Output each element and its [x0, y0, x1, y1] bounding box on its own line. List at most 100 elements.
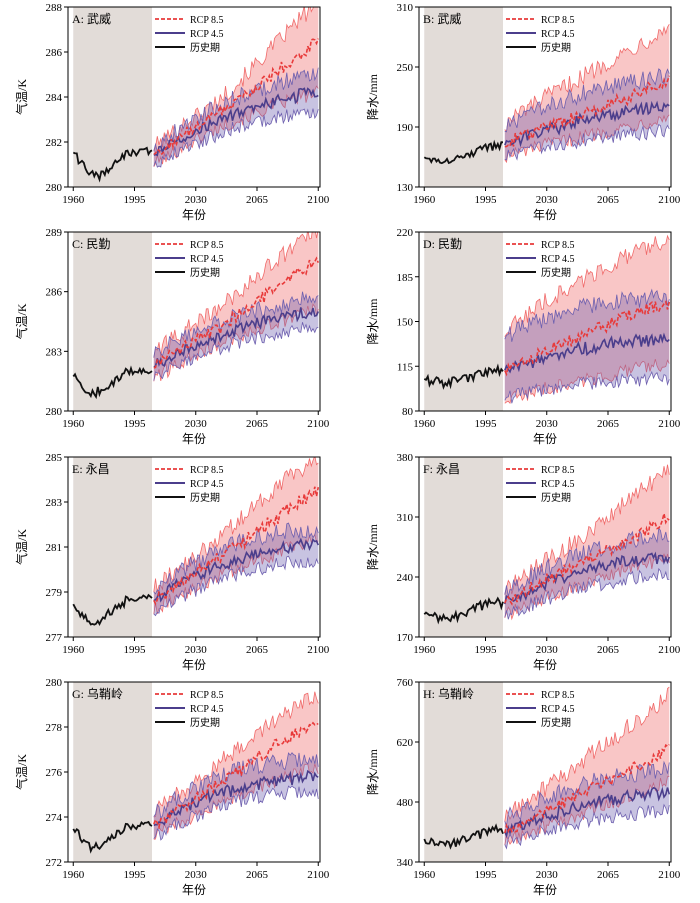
y-tick-label: 281 [46, 542, 63, 554]
legend-entry: RCP 8.5 [190, 465, 224, 476]
y-tick-label: 279 [46, 587, 63, 599]
x-tick-label: 1995 [475, 418, 498, 430]
legend-entry: 历史期 [190, 492, 220, 504]
y-axis-label: 气温/K [14, 754, 29, 790]
x-tick-label: 1960 [413, 869, 436, 881]
y-tick-label: 340 [397, 857, 414, 869]
panel-title: A: 武威 [72, 12, 111, 26]
legend-entry: 历史期 [190, 267, 220, 279]
x-tick-label: 2065 [597, 194, 620, 206]
y-tick-label: 150 [397, 317, 414, 329]
legend: RCP 8.5 RCP 4.5 历史期 [506, 15, 575, 54]
y-tick-label: 480 [397, 797, 414, 809]
legend-entry: 历史期 [190, 42, 220, 54]
historical-period-shading [424, 457, 503, 637]
y-tick-label: 274 [46, 812, 63, 824]
y-tick-label: 190 [397, 122, 414, 134]
x-axis-label: 年份 [533, 208, 557, 222]
y-axis-label: 降水/mm [366, 73, 380, 120]
x-tick-label: 2030 [185, 418, 208, 430]
legend-entry: RCP 8.5 [541, 240, 575, 251]
x-tick-label: 2065 [246, 418, 269, 430]
x-tick-label: 1995 [124, 644, 147, 656]
x-tick-label: 1960 [413, 194, 436, 206]
legend: RCP 8.5 RCP 4.5 历史期 [506, 690, 575, 729]
historical-period-shading [424, 232, 503, 411]
y-tick-label: 284 [46, 92, 63, 104]
chart-panel: 1960 1995 2030 2065 2100 170 240 310 380 年份 降水/mm F… [366, 452, 681, 672]
y-tick-label: 285 [46, 452, 63, 464]
x-tick-label: 1960 [62, 869, 85, 881]
x-axis-label: 年份 [533, 658, 557, 672]
x-tick-label: 2030 [185, 644, 208, 656]
y-tick-label: 240 [397, 572, 414, 584]
panel-title: F: 永昌 [423, 462, 460, 476]
y-tick-label: 286 [46, 47, 63, 59]
x-tick-label: 1960 [62, 194, 85, 206]
x-axis-label: 年份 [182, 208, 206, 222]
x-tick-label: 2100 [307, 869, 330, 881]
x-tick-label: 1995 [475, 194, 498, 206]
chart-panel: 1960 1995 2030 2065 2100277279281283285年份气温/… [14, 452, 330, 672]
x-tick-label: 1960 [413, 418, 436, 430]
figure: 1960 1995 2030 2065 2100280282284286288年份气温/… [0, 0, 700, 903]
panel-title: H: 乌鞘岭 [423, 686, 474, 701]
legend-entry: RCP 4.5 [541, 479, 575, 490]
y-tick-label: 286 [46, 287, 63, 299]
chart-panel: 1960 1995 2030 2065 2100130190250310年份降水/mmB… [366, 2, 681, 222]
x-tick-label: 1960 [62, 644, 85, 656]
y-tick-label: 283 [46, 346, 63, 358]
x-tick-label: 1995 [124, 869, 147, 881]
y-tick-label: 280 [46, 406, 63, 418]
x-tick-label: 2065 [597, 644, 620, 656]
y-axis-label: 降水/mm [366, 298, 380, 345]
legend-entry: RCP 4.5 [190, 29, 224, 40]
panel-title: B: 武威 [423, 12, 461, 26]
y-tick-label: 282 [46, 137, 63, 149]
x-tick-label: 1960 [413, 644, 436, 656]
y-tick-label: 170 [397, 632, 414, 644]
x-tick-label: 2030 [536, 418, 559, 430]
y-tick-label: 280 [46, 677, 63, 689]
x-tick-label: 2030 [185, 869, 208, 881]
x-tick-label: 2100 [307, 644, 330, 656]
legend: RCP 8.5 RCP 4.5 历史期 [155, 240, 224, 279]
y-tick-label: 278 [46, 722, 63, 734]
y-tick-label: 276 [46, 767, 63, 779]
x-tick-label: 2100 [658, 869, 681, 881]
x-tick-label: 2100 [658, 644, 681, 656]
x-tick-label: 2065 [597, 869, 620, 881]
legend-entry: RCP 8.5 [541, 465, 575, 476]
historical-period-shading [424, 682, 503, 862]
x-axis-label: 年份 [182, 658, 206, 672]
x-tick-label: 1995 [124, 418, 147, 430]
y-tick-label: 272 [46, 857, 63, 869]
y-tick-label: 289 [46, 227, 63, 239]
y-tick-label: 283 [46, 497, 63, 509]
y-tick-label: 380 [397, 452, 414, 464]
x-tick-label: 2030 [536, 194, 559, 206]
legend-entry: RCP 4.5 [190, 254, 224, 265]
chart-panel: 1960 1995 2030 2065 2100 340 480 620 760 年份 降水/mm H… [366, 677, 681, 897]
x-tick-label: 1995 [475, 869, 498, 881]
x-axis-label: 年份 [533, 883, 557, 897]
y-tick-label: 280 [46, 182, 63, 194]
y-tick-label: 277 [46, 632, 63, 644]
panel-title: D: 民勤 [423, 237, 462, 251]
x-tick-label: 2030 [185, 194, 208, 206]
legend-entry: RCP 8.5 [541, 15, 575, 26]
y-axis-label: 降水/mm [366, 748, 380, 795]
legend-entry: RCP 8.5 [190, 690, 224, 701]
panel-title: C: 民勤 [72, 237, 110, 251]
y-tick-label: 80 [402, 406, 414, 418]
legend-entry: 历史期 [541, 267, 571, 279]
chart-panel: 1960 1995 2030 2065 2100280282284286288年份气温/… [14, 0, 330, 222]
legend-entry: RCP 8.5 [190, 240, 224, 251]
x-tick-label: 2100 [658, 194, 681, 206]
x-tick-label: 1995 [124, 194, 147, 206]
panel-title: G: 乌鞘岭 [72, 686, 123, 701]
legend: RCP 8.5 RCP 4.5 历史期 [155, 690, 224, 729]
x-axis-label: 年份 [182, 432, 206, 446]
legend: RCP 8.5 RCP 4.5 历史期 [506, 465, 575, 504]
y-tick-label: 115 [397, 361, 414, 373]
